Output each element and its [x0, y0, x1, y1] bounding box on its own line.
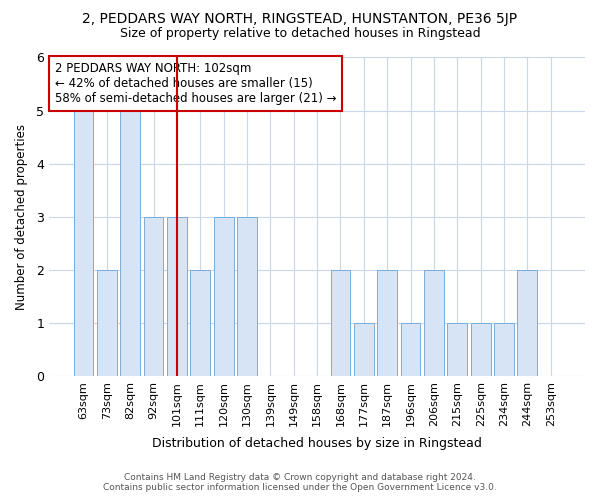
Bar	[401, 323, 421, 376]
Bar	[354, 323, 374, 376]
Bar	[167, 216, 187, 376]
Text: Contains HM Land Registry data © Crown copyright and database right 2024.
Contai: Contains HM Land Registry data © Crown c…	[103, 473, 497, 492]
Text: 2, PEDDARS WAY NORTH, RINGSTEAD, HUNSTANTON, PE36 5JP: 2, PEDDARS WAY NORTH, RINGSTEAD, HUNSTAN…	[82, 12, 518, 26]
Bar	[377, 270, 397, 376]
Bar	[214, 216, 233, 376]
Bar	[448, 323, 467, 376]
Bar	[331, 270, 350, 376]
Y-axis label: Number of detached properties: Number of detached properties	[15, 124, 28, 310]
Bar	[494, 323, 514, 376]
Bar	[143, 216, 163, 376]
Bar	[120, 110, 140, 376]
Bar	[190, 270, 210, 376]
X-axis label: Distribution of detached houses by size in Ringstead: Distribution of detached houses by size …	[152, 437, 482, 450]
Bar	[471, 323, 491, 376]
Text: Size of property relative to detached houses in Ringstead: Size of property relative to detached ho…	[119, 28, 481, 40]
Bar	[74, 110, 94, 376]
Bar	[517, 270, 537, 376]
Text: 2 PEDDARS WAY NORTH: 102sqm
← 42% of detached houses are smaller (15)
58% of sem: 2 PEDDARS WAY NORTH: 102sqm ← 42% of det…	[55, 62, 336, 106]
Bar	[237, 216, 257, 376]
Bar	[424, 270, 444, 376]
Bar	[97, 270, 117, 376]
